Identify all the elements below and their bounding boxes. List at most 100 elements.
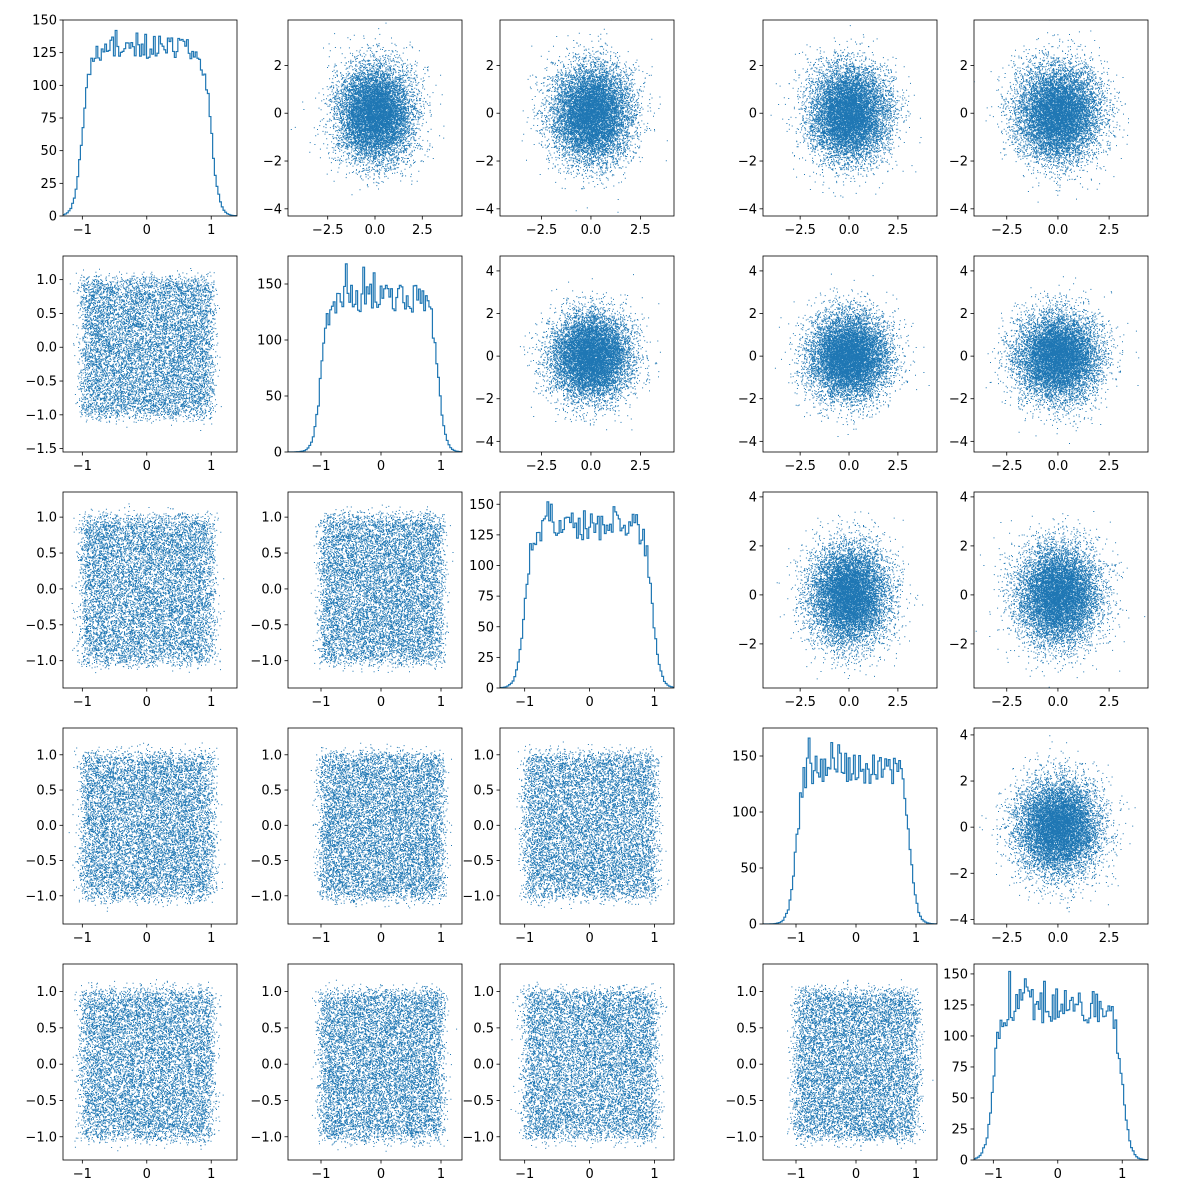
y-tick-label: −0.5 [25, 1094, 57, 1109]
x-tick-label: 1 [650, 931, 658, 946]
y-tick-label: −4 [738, 202, 757, 217]
x-tick-label: −1 [984, 1167, 1003, 1182]
y-tick-label: 0 [960, 107, 968, 122]
y-tick-label: −2 [475, 392, 494, 407]
x-tick-label: 1 [207, 1167, 215, 1182]
y-tick-label: 2 [749, 539, 757, 554]
y-tick-label: −2 [263, 155, 282, 170]
y-tick-label: −1.0 [25, 654, 57, 669]
y-tick-label: 0 [486, 107, 494, 122]
y-tick-label: 0.5 [36, 547, 57, 562]
y-tick-label: 25 [477, 651, 494, 666]
x-tick-label: 0 [143, 459, 151, 474]
y-tick-label: −2 [738, 637, 757, 652]
y-tick-label: 0 [749, 918, 757, 933]
y-tick-label: 100 [32, 79, 57, 94]
y-tick-label: 0 [49, 210, 57, 225]
x-tick-label: 2.5 [888, 223, 909, 238]
x-tick-label: 0 [143, 223, 151, 238]
y-tick-label: −1.0 [25, 889, 57, 904]
y-tick-label: 0.5 [261, 784, 282, 799]
y-tick-label: −2 [475, 155, 494, 170]
y-tick-label: 0.0 [36, 582, 57, 597]
x-tick-label: 2.5 [1099, 223, 1120, 238]
x-tick-label: 1 [207, 695, 215, 710]
y-tick-label: −4 [949, 435, 968, 450]
x-tick-label: 2.5 [630, 459, 651, 474]
x-tick-label: 0.0 [581, 223, 602, 238]
y-tick-label: 0.0 [36, 1058, 57, 1073]
y-tick-label: −4 [475, 435, 494, 450]
x-tick-label: −2.5 [991, 931, 1023, 946]
y-tick-label: 0.0 [736, 1058, 757, 1073]
x-tick-label: −2.5 [526, 223, 558, 238]
y-tick-label: −0.5 [462, 854, 494, 869]
x-tick-label: 1 [650, 1167, 658, 1182]
y-tick-label: −1.5 [25, 442, 57, 457]
x-tick-label: −2.5 [784, 223, 816, 238]
y-tick-label: 150 [32, 14, 57, 29]
x-tick-label: 0.0 [1048, 695, 1069, 710]
x-tick-label: −1 [311, 931, 330, 946]
x-tick-label: 0.0 [839, 459, 860, 474]
y-tick-label: 2 [749, 59, 757, 74]
x-tick-label: 1 [1118, 1167, 1126, 1182]
x-tick-label: −1 [311, 1167, 330, 1182]
x-tick-label: 0.0 [365, 223, 386, 238]
x-tick-label: −1 [786, 1167, 805, 1182]
y-tick-label: 4 [749, 490, 757, 505]
y-tick-label: 0.5 [473, 1021, 494, 1036]
y-tick-label: 0 [274, 107, 282, 122]
x-tick-label: 0.0 [1048, 459, 1069, 474]
x-tick-label: 1 [207, 459, 215, 474]
y-tick-label: 2 [274, 59, 282, 74]
x-tick-label: 1 [207, 931, 215, 946]
x-tick-label: 0 [377, 695, 385, 710]
y-tick-label: 2 [486, 307, 494, 322]
x-tick-label: 2.5 [630, 223, 651, 238]
x-tick-label: 0 [143, 931, 151, 946]
y-tick-label: 0.0 [261, 582, 282, 597]
y-tick-label: 0 [749, 107, 757, 122]
y-tick-label: 150 [257, 278, 282, 293]
y-tick-label: 75 [477, 590, 494, 605]
y-tick-label: 1.0 [473, 985, 494, 1000]
y-tick-label: −4 [263, 202, 282, 217]
x-tick-label: 1 [207, 223, 215, 238]
y-tick-label: −0.5 [25, 854, 57, 869]
y-tick-label: 100 [469, 559, 494, 574]
x-tick-label: 1 [437, 459, 445, 474]
y-tick-label: −2 [738, 155, 757, 170]
y-tick-label: 2 [486, 59, 494, 74]
y-tick-label: −0.5 [25, 375, 57, 390]
y-tick-label: 0.0 [473, 819, 494, 834]
y-tick-label: 0.0 [473, 1058, 494, 1073]
y-tick-label: −1.0 [462, 889, 494, 904]
y-tick-label: 4 [749, 264, 757, 279]
y-tick-label: 0 [486, 350, 494, 365]
y-tick-label: 50 [40, 144, 57, 159]
y-tick-label: −2 [949, 392, 968, 407]
x-tick-label: −1 [73, 931, 92, 946]
x-tick-label: 2.5 [1099, 459, 1120, 474]
y-tick-label: 0 [749, 350, 757, 365]
y-tick-label: 0.5 [36, 307, 57, 322]
x-tick-label: 0 [585, 695, 593, 710]
x-tick-label: −1 [73, 223, 92, 238]
x-tick-label: 0.0 [839, 695, 860, 710]
x-tick-label: −2.5 [784, 459, 816, 474]
y-tick-label: 0.0 [36, 341, 57, 356]
x-tick-label: −1 [73, 459, 92, 474]
y-tick-label: 0.5 [36, 1021, 57, 1036]
x-tick-label: 0 [585, 1167, 593, 1182]
y-tick-label: 0.5 [473, 784, 494, 799]
y-tick-label: −0.5 [250, 854, 282, 869]
y-tick-label: 0.0 [261, 819, 282, 834]
y-tick-label: 1.0 [261, 511, 282, 526]
y-tick-label: 0 [960, 821, 968, 836]
x-tick-label: 1 [650, 695, 658, 710]
x-tick-label: −2.5 [991, 223, 1023, 238]
x-tick-label: 1 [437, 1167, 445, 1182]
y-tick-label: 150 [732, 750, 757, 765]
y-tick-label: 0 [960, 350, 968, 365]
